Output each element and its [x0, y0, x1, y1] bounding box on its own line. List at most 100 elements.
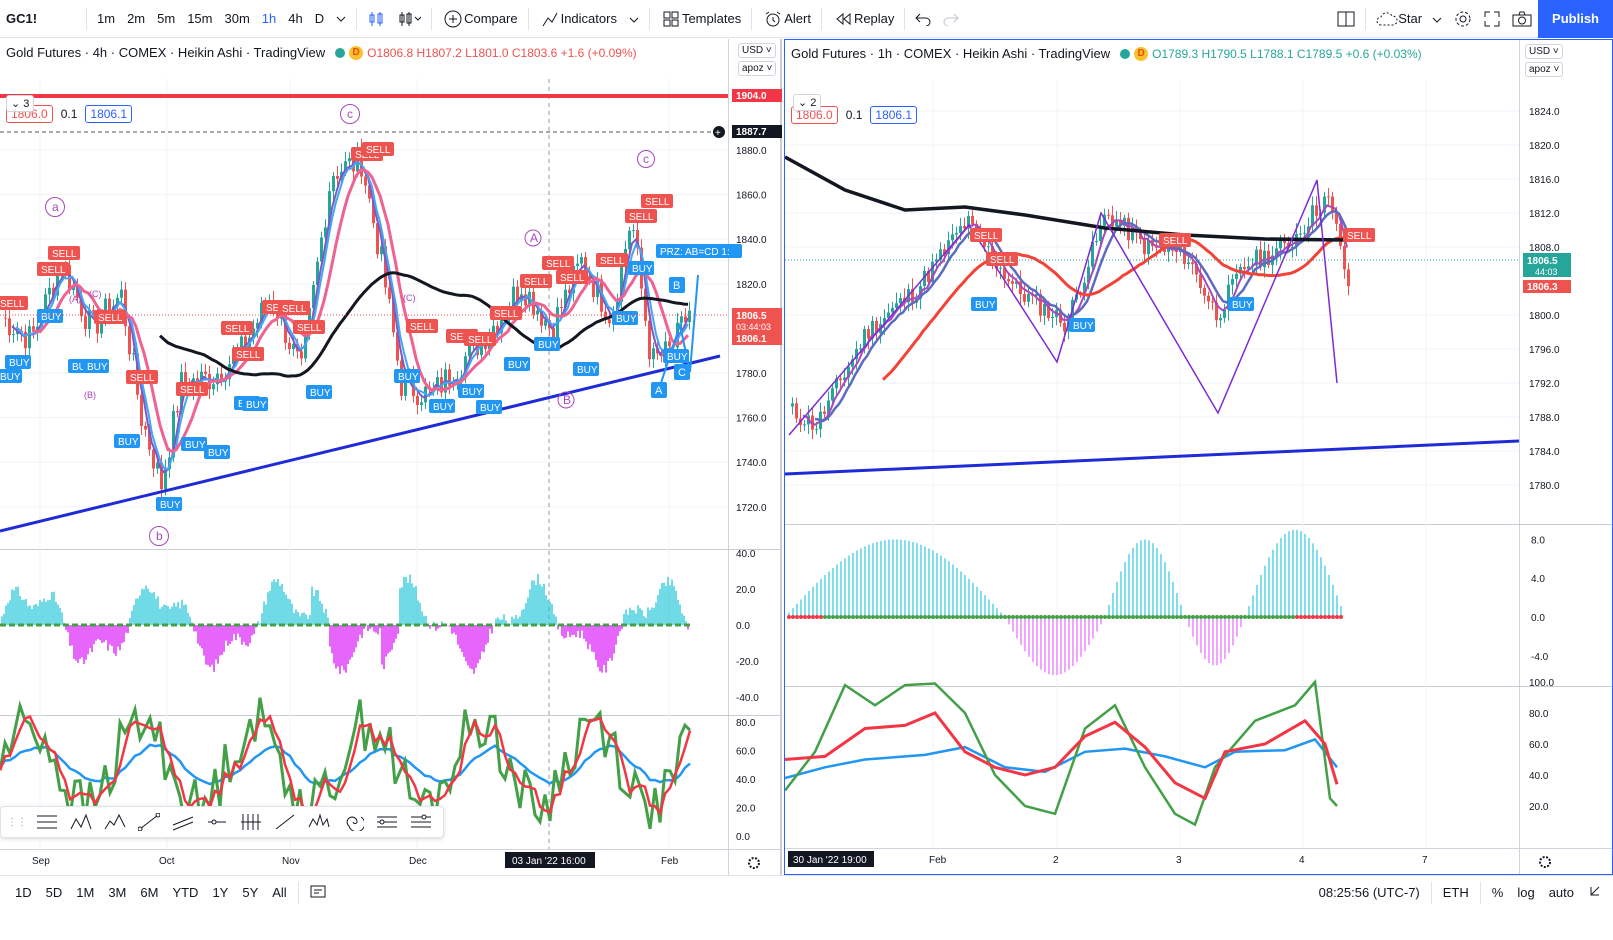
- right-collapse-toggle[interactable]: ⌄ 2: [793, 94, 822, 111]
- interval-4h[interactable]: 4h: [288, 11, 303, 26]
- interval-2m[interactable]: 2m: [127, 11, 146, 26]
- left-chart-title[interactable]: Gold Futures · 4h · COMEX · Heikin Ashi …: [6, 45, 326, 60]
- left-collapse-toggle[interactable]: ⌄ 3: [6, 95, 35, 112]
- candle-body: [1091, 241, 1094, 267]
- zero-dot: [931, 615, 935, 619]
- candle-body: [823, 411, 826, 414]
- candle-body: [332, 176, 335, 192]
- layout-button[interactable]: [1331, 0, 1361, 38]
- right-chart-title[interactable]: Gold Futures · 1h · COMEX · Heikin Ashi …: [791, 46, 1111, 61]
- buy-price[interactable]: 1806.1: [85, 105, 133, 123]
- redo-button[interactable]: [937, 0, 965, 38]
- zero-dot: [959, 615, 963, 619]
- right-chart-canvas[interactable]: 1824.0 1820.0 1816.0 1812.0 1808.0 1800.0 1796…: [785, 40, 1612, 874]
- left-chart-canvas[interactable]: 1880.01860.01840.01820.01800.01780.01760…: [0, 39, 782, 875]
- fib-retracement-icon[interactable]: [33, 809, 61, 835]
- candle-body: [1015, 281, 1018, 284]
- stoch-axis-label: 0.0: [736, 832, 750, 843]
- range-1y[interactable]: 1Y: [212, 885, 229, 900]
- symbol-search[interactable]: GC1!: [6, 11, 38, 26]
- star-layout-button[interactable]: Star: [1370, 0, 1448, 38]
- percent-toggle[interactable]: %: [1491, 885, 1504, 900]
- stoch-slow-line: [785, 737, 1338, 780]
- wave-circle: [557, 391, 575, 409]
- range-1m[interactable]: 1M: [76, 885, 95, 900]
- range-5d[interactable]: 5D: [45, 885, 63, 900]
- head-shoulders-icon[interactable]: [305, 809, 333, 835]
- candle-body: [1291, 246, 1294, 248]
- interval-1m[interactable]: 1m: [97, 11, 116, 26]
- price-range-icon[interactable]: [407, 809, 435, 835]
- currency-select[interactable]: USD ˅: [738, 43, 776, 58]
- indicators-button[interactable]: Indicators: [533, 0, 645, 38]
- long-position-icon[interactable]: [373, 809, 401, 835]
- undo-button[interactable]: [909, 0, 937, 38]
- candle-body: [1243, 266, 1246, 270]
- interval-1h[interactable]: 1h: [261, 11, 277, 26]
- bar-style-icon[interactable]: [361, 0, 391, 38]
- candle-body: [887, 312, 890, 318]
- interval-d[interactable]: D: [314, 11, 325, 26]
- ma-slow-black: [158, 271, 689, 378]
- right-chart[interactable]: 1824.0 1820.0 1816.0 1812.0 1808.0 1800.0 1796…: [784, 39, 1613, 875]
- buy-signal-bg: [83, 359, 109, 373]
- trend-line-icon[interactable]: [135, 809, 163, 835]
- sell-signal: SELL: [225, 324, 250, 335]
- chevron-down-icon[interactable]: [1432, 11, 1442, 26]
- replay-button[interactable]: Replay: [826, 0, 900, 38]
- ray-icon[interactable]: [271, 809, 299, 835]
- zero-dot: [839, 615, 843, 619]
- parallel-channel-icon[interactable]: [169, 809, 197, 835]
- templates-button[interactable]: Templates: [654, 0, 747, 38]
- zero-dot: [1079, 615, 1083, 619]
- zero-dot: [1075, 615, 1079, 619]
- vertical-lines-icon[interactable]: [237, 809, 265, 835]
- log-toggle[interactable]: log: [1517, 885, 1535, 900]
- range-all[interactable]: All: [272, 885, 287, 900]
- interval-15m[interactable]: 15m: [187, 11, 213, 26]
- goto-date-icon[interactable]: [303, 884, 333, 901]
- settings-button[interactable]: [1448, 0, 1478, 38]
- candle-body: [1275, 248, 1278, 256]
- chevron-down-icon[interactable]: [629, 11, 639, 26]
- interval-dropdown-chevron-icon[interactable]: [330, 0, 352, 38]
- time-axis-label: Sep: [32, 856, 50, 867]
- elliott-wave-icon[interactable]: [101, 809, 129, 835]
- buy-price[interactable]: 1806.1: [870, 106, 918, 124]
- candle-body: [256, 322, 259, 329]
- currency-select[interactable]: USD ˅: [1525, 44, 1563, 59]
- buy-signal: BUY: [310, 388, 331, 399]
- scale-mode-select[interactable]: apoz ˅: [738, 61, 777, 76]
- publish-button[interactable]: Publish: [1538, 0, 1613, 38]
- buy-signal: BUY: [1073, 321, 1094, 332]
- xabcd-pattern-icon[interactable]: [67, 809, 95, 835]
- sell-signal: SELL: [180, 385, 205, 396]
- chart-settings-icon[interactable]: [1581, 884, 1609, 901]
- fullscreen-button[interactable]: [1478, 0, 1506, 38]
- candle-body: [448, 369, 451, 386]
- range-6m[interactable]: 6M: [140, 885, 159, 900]
- scale-mode-select[interactable]: apoz ˅: [1525, 62, 1564, 77]
- left-chart[interactable]: 1880.01860.01840.01820.01800.01780.01760…: [0, 39, 782, 875]
- clock[interactable]: 08:25:56 (UTC-7): [1318, 885, 1420, 900]
- interval-5m[interactable]: 5m: [157, 11, 176, 26]
- alert-button[interactable]: Alert: [756, 0, 817, 38]
- auto-toggle[interactable]: auto: [1548, 885, 1574, 900]
- compare-button[interactable]: Compare: [436, 0, 523, 38]
- bid-tag-bg: [732, 332, 782, 345]
- zero-dot: [843, 615, 847, 619]
- session-toggle[interactable]: ETH: [1442, 885, 1469, 900]
- range-ytd[interactable]: YTD: [172, 885, 199, 900]
- candle-body: [1219, 317, 1222, 321]
- range-3m[interactable]: 3M: [108, 885, 127, 900]
- interval-30m[interactable]: 30m: [224, 11, 250, 26]
- crosshair-time: 30 Jan '22 19:00: [793, 855, 867, 866]
- horizontal-ray-icon[interactable]: [203, 809, 231, 835]
- fib-spiral-icon[interactable]: [339, 809, 367, 835]
- heikin-ashi-icon[interactable]: [391, 0, 427, 38]
- drag-handle-icon[interactable]: ⋮⋮: [7, 816, 27, 828]
- range-5y[interactable]: 5Y: [242, 885, 259, 900]
- snapshot-button[interactable]: [1506, 0, 1538, 38]
- range-1d[interactable]: 1D: [15, 885, 32, 900]
- candle-body: [480, 339, 483, 356]
